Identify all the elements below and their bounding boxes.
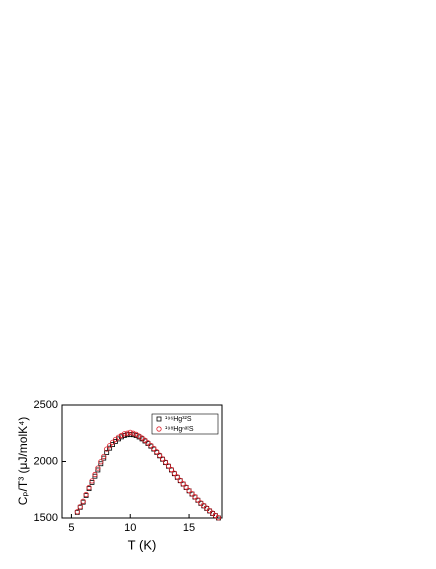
data-point: [101, 455, 107, 461]
data-point: [156, 426, 162, 432]
data-point: [118, 432, 125, 439]
x-axis-label: T (K): [128, 537, 157, 552]
data-point: [204, 505, 210, 511]
y-axis-label: Cₚ/T³ (μJ/molK⁴): [16, 417, 30, 506]
data-point: [92, 471, 98, 478]
legend-label: ¹⁹⁸HgⁿᵃᵗS: [165, 426, 194, 433]
data-point: [148, 442, 154, 449]
data-point: [133, 431, 139, 437]
data-point: [77, 504, 83, 510]
data-point: [80, 498, 86, 504]
data-point: [157, 452, 163, 458]
data-point: [121, 431, 127, 437]
data-point: [109, 439, 116, 445]
data-point: [95, 465, 101, 471]
data-point: [162, 459, 169, 465]
data-point: [107, 445, 113, 451]
data-point: [83, 491, 89, 498]
data-point: [159, 456, 166, 462]
data-point: [107, 443, 113, 449]
data-point: [92, 473, 98, 479]
data-point: [98, 459, 104, 465]
data-point: [189, 491, 195, 497]
data-point: [195, 497, 201, 503]
data-point: [86, 484, 92, 491]
y-tick-label: 1500: [34, 512, 58, 524]
data-point: [165, 463, 172, 469]
data-point: [104, 446, 110, 452]
data-point: [130, 430, 136, 436]
data-point: [74, 509, 80, 515]
data-point: [151, 445, 157, 452]
data-point: [198, 500, 204, 506]
data-point: [113, 438, 118, 444]
data-point: [89, 478, 95, 484]
data-point: [110, 442, 115, 447]
x-tick-label: 5: [68, 522, 74, 534]
x-tick-label: 10: [124, 522, 136, 534]
data-point: [98, 461, 104, 467]
data-point: [145, 440, 151, 446]
data-point: [156, 416, 162, 422]
data-point: [186, 487, 192, 494]
data-point: [180, 481, 186, 487]
data-point: [168, 466, 175, 473]
data-point: [115, 434, 122, 440]
data-point: [104, 450, 110, 455]
data-point: [101, 453, 107, 460]
data-point: [95, 467, 101, 473]
data-point: [183, 484, 189, 490]
data-point: [127, 429, 133, 435]
y-tick-label: 2500: [34, 399, 58, 411]
legend-box: [151, 413, 219, 435]
legend-label: ¹⁹⁶Hg³²S: [165, 416, 192, 423]
data-point: [127, 431, 133, 437]
data-point: [171, 470, 177, 476]
data-point: [192, 494, 198, 500]
data-point: [154, 449, 160, 455]
data-point: [215, 515, 222, 521]
data-point: [124, 430, 130, 436]
data-point: [177, 477, 183, 483]
data-point: [174, 474, 180, 480]
y-tick-label: 2000: [34, 455, 58, 467]
x-tick-label: 15: [183, 522, 195, 534]
